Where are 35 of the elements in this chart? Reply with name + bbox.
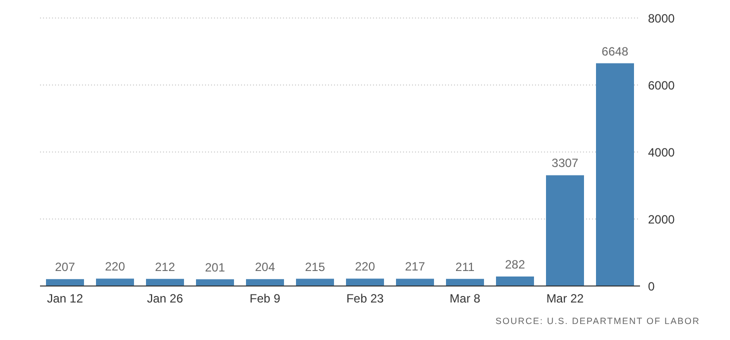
data-label: 212	[154, 260, 176, 274]
data-label: 220	[104, 260, 126, 274]
bar	[596, 63, 634, 286]
x-tick-label: Jan 26	[146, 292, 184, 306]
bar	[146, 278, 184, 286]
y-tick-label: 8000	[648, 11, 676, 26]
y-tick-label: 6000	[648, 78, 676, 92]
data-label: 217	[404, 260, 426, 274]
data-label: 204	[254, 260, 276, 274]
bar	[96, 278, 134, 286]
bar	[496, 276, 534, 286]
y-tick-label: 4000	[648, 145, 676, 160]
x-tick-label: Mar 22	[546, 292, 584, 306]
data-label: 6648	[602, 44, 629, 58]
bar	[346, 278, 384, 286]
bar	[46, 279, 84, 286]
data-label: 215	[304, 260, 326, 274]
data-label: 220	[354, 260, 376, 274]
x-tick-label: Feb 23	[346, 292, 384, 306]
x-tick-label: Mar 8	[450, 292, 481, 306]
x-tick-label: Feb 9	[250, 292, 281, 306]
data-label: 211	[455, 260, 475, 274]
bar	[246, 279, 284, 286]
data-label: 3307	[552, 156, 579, 170]
data-label: 282	[504, 258, 526, 272]
bar	[396, 278, 434, 286]
x-tick-label: Jan 12	[46, 292, 84, 306]
y-tick-label: 2000	[648, 212, 676, 226]
data-label: 201	[204, 260, 226, 274]
bar	[296, 278, 334, 286]
bar	[446, 278, 484, 286]
source-note: SOURCE: U.S. DEPARTMENT OF LABOR	[495, 316, 700, 326]
data-label: 207	[54, 260, 76, 274]
bar	[546, 175, 584, 286]
y-tick-label: 0	[648, 279, 655, 294]
